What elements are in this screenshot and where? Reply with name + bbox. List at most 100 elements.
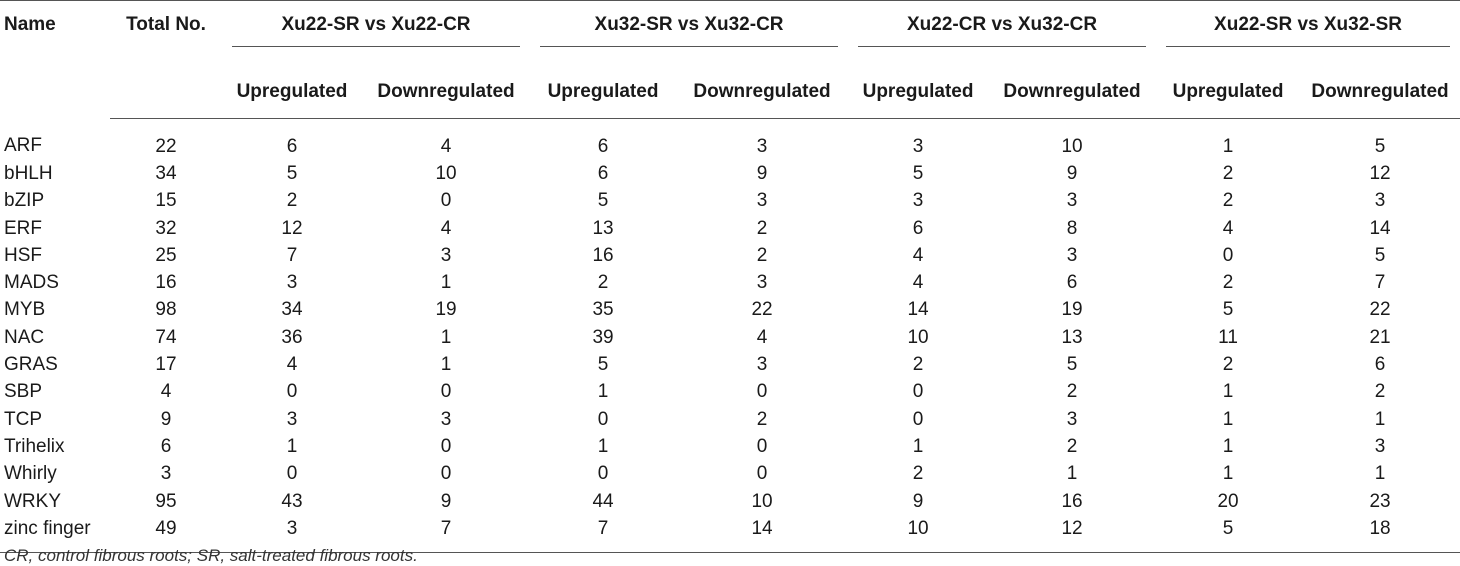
value-cell: 1 — [1222, 381, 1234, 403]
header-group-1: Xu22-SR vs Xu22-CR — [222, 4, 530, 58]
row-name-cell: SBP — [4, 381, 43, 403]
value-cell: 1 — [286, 435, 298, 457]
table-footnote: CR, control fibrous roots; SR, salt-trea… — [4, 546, 418, 565]
table-row: NAC 74 36 1 39 4 10 13 11 21 — [0, 324, 1460, 351]
table-row: SBP 4 0 0 1 0 0 2 1 2 — [0, 379, 1460, 406]
table-row: Trihelix 6 1 0 1 0 1 2 1 3 — [0, 433, 1460, 460]
value-cell: 15 — [155, 190, 177, 212]
value-cell: 6 — [1066, 272, 1078, 294]
value-cell: 17 — [155, 354, 177, 376]
value-cell: 2 — [756, 217, 768, 239]
value-cell: 6 — [912, 217, 924, 239]
value-cell: 6 — [286, 135, 298, 157]
value-cell: 14 — [1369, 217, 1391, 239]
value-cell: 16 — [592, 244, 614, 266]
value-cell: 12 — [1369, 162, 1391, 184]
value-cell: 5 — [1066, 354, 1078, 376]
value-cell: 16 — [155, 272, 177, 294]
header-group-4: Xu22-SR vs Xu32-SR — [1156, 4, 1460, 58]
value-cell: 0 — [756, 463, 768, 485]
row-name-cell: bZIP — [4, 190, 45, 212]
row-name-cell: TCP — [4, 408, 42, 430]
table-row: MYB 98 34 19 35 22 14 19 5 22 — [0, 297, 1460, 324]
value-cell: 10 — [1061, 135, 1083, 157]
value-cell: 0 — [912, 381, 924, 403]
value-cell: 22 — [1369, 299, 1391, 321]
value-cell: 3 — [756, 135, 768, 157]
value-cell: 3 — [1374, 190, 1386, 212]
value-cell: 1 — [1222, 435, 1234, 457]
value-cell: 19 — [435, 299, 457, 321]
value-cell: 1 — [1066, 463, 1078, 485]
value-cell: 19 — [1061, 299, 1083, 321]
value-cell: 2 — [1066, 381, 1078, 403]
value-cell: 43 — [281, 490, 303, 512]
table-row: bHLH 34 5 10 6 9 5 9 2 12 — [0, 160, 1460, 187]
value-cell: 0 — [756, 435, 768, 457]
value-cell: 2 — [912, 354, 924, 376]
value-cell: 18 — [1300, 515, 1460, 554]
value-cell: 4 — [160, 381, 172, 403]
table-row: zinc finger 49 3 7 7 14 10 12 5 18 — [0, 515, 1460, 554]
value-cell: 10 — [435, 162, 457, 184]
value-cell: 3 — [222, 515, 362, 554]
value-cell: 1 — [597, 435, 609, 457]
value-cell: 3 — [1066, 190, 1078, 212]
value-cell: 3 — [912, 190, 924, 212]
value-cell: 5 — [1374, 135, 1386, 157]
value-cell: 4 — [1222, 217, 1234, 239]
value-cell: 6 — [160, 435, 172, 457]
value-cell: 0 — [440, 190, 452, 212]
header-up: Upregulated — [222, 58, 362, 119]
value-cell: 4 — [286, 354, 298, 376]
row-name-cell: zinc finger — [0, 515, 110, 554]
row-name-cell: WRKY — [4, 490, 61, 512]
value-cell: 9 — [160, 408, 172, 430]
value-cell: 9 — [1066, 162, 1078, 184]
value-cell: 1 — [1222, 408, 1234, 430]
value-cell: 32 — [155, 217, 177, 239]
value-cell: 0 — [440, 463, 452, 485]
value-cell: 2 — [1374, 381, 1386, 403]
row-name-cell: NAC — [4, 326, 45, 348]
value-cell: 2 — [1222, 162, 1234, 184]
value-cell: 2 — [1222, 354, 1234, 376]
value-cell: 4 — [756, 326, 768, 348]
value-cell: 44 — [592, 490, 614, 512]
row-name-cell: bHLH — [4, 162, 53, 184]
value-cell: 1 — [1222, 463, 1234, 485]
value-cell: 5 — [597, 190, 609, 212]
value-cell: 1 — [440, 354, 452, 376]
value-cell: 3 — [1374, 435, 1386, 457]
value-cell: 2 — [912, 463, 924, 485]
header-down: Downregulated — [362, 58, 531, 119]
row-name-cell: MYB — [4, 299, 46, 321]
value-cell: 10 — [907, 326, 929, 348]
value-cell: 13 — [592, 217, 614, 239]
value-cell: 35 — [592, 299, 614, 321]
table-row: HSF 25 7 3 16 2 4 3 0 5 — [0, 242, 1460, 269]
table-row: ARF 22 6 4 6 3 3 10 1 5 — [0, 119, 1460, 161]
value-cell: 6 — [597, 135, 609, 157]
header-up: Upregulated — [848, 58, 989, 119]
row-name-cell: MADS — [4, 272, 59, 294]
value-cell: 12 — [988, 515, 1157, 554]
value-cell: 0 — [597, 463, 609, 485]
value-cell: 0 — [597, 408, 609, 430]
data-table: Name Total No. Xu22-SR vs Xu22-CR Xu32-S… — [0, 4, 1460, 554]
value-cell: 0 — [1222, 244, 1234, 266]
value-cell: 0 — [756, 381, 768, 403]
table-row: Whirly 3 0 0 0 0 2 1 1 1 — [0, 461, 1460, 488]
value-cell: 3 — [286, 408, 298, 430]
value-cell: 6 — [597, 162, 609, 184]
table-row: WRKY 95 43 9 44 10 9 16 20 23 — [0, 488, 1460, 515]
value-cell: 2 — [597, 272, 609, 294]
value-cell: 3 — [912, 135, 924, 157]
value-cell: 34 — [155, 162, 177, 184]
value-cell: 5 — [1222, 299, 1234, 321]
value-cell: 8 — [1066, 217, 1078, 239]
value-cell: 36 — [281, 326, 303, 348]
value-cell: 34 — [281, 299, 303, 321]
value-cell: 2 — [1222, 272, 1234, 294]
